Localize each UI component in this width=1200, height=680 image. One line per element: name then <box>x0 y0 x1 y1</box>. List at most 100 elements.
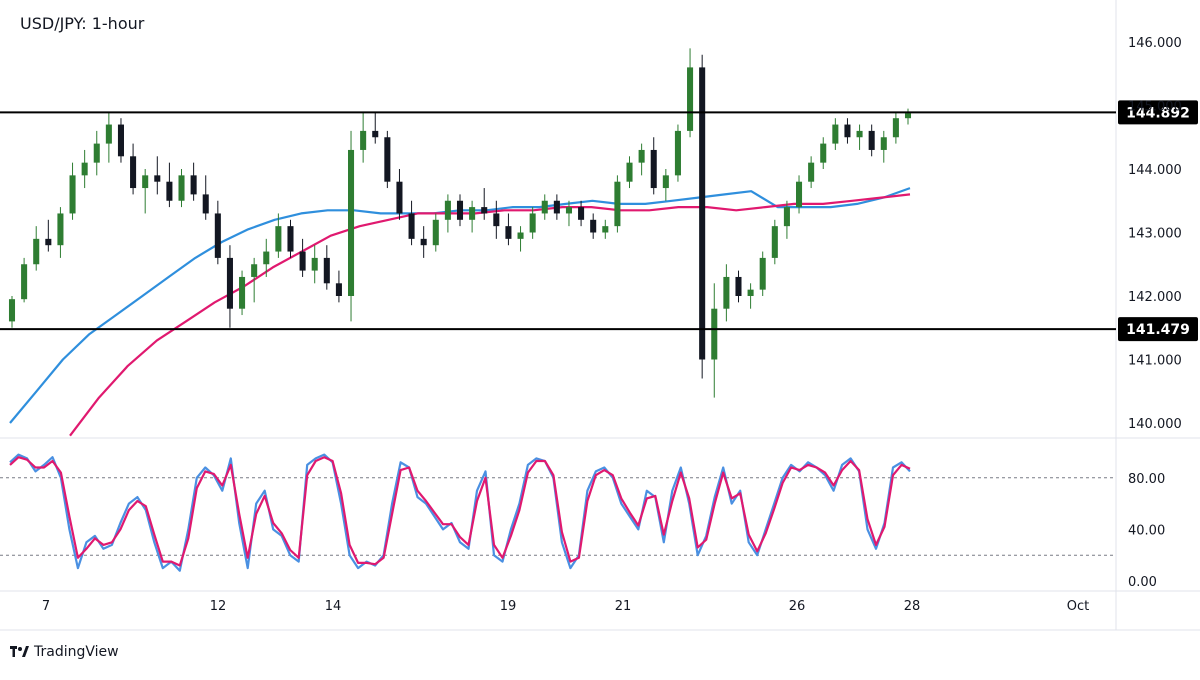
candle-body <box>384 137 391 182</box>
candle-body <box>674 130 681 176</box>
time-tick-label: Oct <box>1067 599 1089 614</box>
candle-body <box>335 283 342 296</box>
time-tick-label: 21 <box>615 599 632 614</box>
candle-body <box>868 130 875 150</box>
candle-body <box>735 276 742 296</box>
price-tick-label: 140.000 <box>1128 417 1182 432</box>
candle-body <box>130 156 137 189</box>
candle-body <box>505 226 512 239</box>
candle-body <box>856 130 863 138</box>
tradingview-logo-icon <box>10 646 29 657</box>
price-tick-label: 146.000 <box>1128 36 1182 51</box>
candle-body <box>142 175 149 189</box>
time-tick-label: 14 <box>325 599 342 614</box>
candle-body <box>239 276 246 309</box>
time-tick-label: 7 <box>42 599 50 614</box>
candle-body <box>348 149 355 296</box>
stoch-tick-label: 0.00 <box>1128 575 1157 590</box>
axes: 146.000 145.000 144.000 143.000 142.000 141.0… <box>42 36 1182 614</box>
candle-body <box>226 257 233 309</box>
candle-body <box>626 162 633 182</box>
candle-body <box>456 200 464 220</box>
candle-body <box>81 162 88 176</box>
candle-body <box>820 143 827 163</box>
candle-body <box>541 200 548 214</box>
candle-body <box>299 251 306 271</box>
candle-body <box>21 264 28 300</box>
price-tick-label: 145.000 <box>1128 100 1182 115</box>
price-tick-label: 142.000 <box>1128 290 1182 305</box>
candle-body <box>444 200 451 220</box>
candle-body <box>166 181 173 201</box>
level-price-label: 141.479 <box>1126 322 1190 338</box>
candles <box>8 48 912 398</box>
candle-body <box>287 226 294 252</box>
stoch-tick-label: 80.00 <box>1128 472 1165 487</box>
candle-body <box>771 226 778 258</box>
level-price-tag <box>1118 317 1198 342</box>
candle-body <box>202 194 209 214</box>
price-levels: 144.892 141.479 <box>0 100 1198 342</box>
time-tick-label: 19 <box>500 599 517 614</box>
candle-body <box>517 232 524 239</box>
candle-body <box>687 67 694 131</box>
time-tick-label: 12 <box>210 599 227 614</box>
candle-body <box>275 226 282 252</box>
candle-body <box>783 207 790 227</box>
candle-body <box>45 238 52 246</box>
candle-body <box>432 219 439 246</box>
candle-body <box>880 137 887 150</box>
candle-body <box>323 257 330 284</box>
ma-slow-line <box>69 193 911 437</box>
candle-body <box>662 175 669 189</box>
candle-body <box>904 113 912 119</box>
candle-body <box>892 118 899 138</box>
candle-body <box>832 124 839 144</box>
candle-body <box>578 207 585 220</box>
candle-body <box>396 181 403 214</box>
stoch-d-line <box>9 456 911 567</box>
candle-body <box>493 213 500 227</box>
candle-body <box>759 257 766 290</box>
candle-body <box>565 207 572 214</box>
stoch-k-line <box>9 453 911 572</box>
candle-body <box>214 213 221 258</box>
candle-body <box>529 213 536 233</box>
level-price-label: 144.892 <box>1126 105 1190 121</box>
level-price-tag <box>1118 100 1198 125</box>
candle-body <box>723 276 730 309</box>
candle-body <box>590 219 597 233</box>
candle-body <box>553 200 560 214</box>
stoch-tick-label: 40.00 <box>1128 523 1165 538</box>
stochastic-oscillator: 80.00 40.00 0.00 <box>0 453 1165 590</box>
candle-body <box>33 238 40 265</box>
candle-body <box>105 124 112 144</box>
chart-title: USD/JPY: 1-hour <box>20 14 145 33</box>
candle-body <box>747 289 754 296</box>
candle-body <box>469 207 476 220</box>
time-tick-label: 26 <box>789 599 806 614</box>
candle-body <box>844 124 851 138</box>
candle-body <box>178 175 185 201</box>
candle-body <box>614 181 621 227</box>
candle-body <box>650 149 657 189</box>
candle-body <box>8 299 16 322</box>
candle-body <box>117 124 124 157</box>
candle-body <box>638 149 645 163</box>
candle-body <box>372 130 379 138</box>
brand-name: TradingView <box>34 644 119 660</box>
candle-body <box>481 207 488 214</box>
candle-body <box>360 130 367 150</box>
candle-body <box>602 226 609 233</box>
tradingview-brand[interactable]: TradingView <box>10 644 119 660</box>
price-tick-label: 144.000 <box>1128 163 1182 178</box>
price-tick-label: 143.000 <box>1128 227 1182 242</box>
candle-body <box>796 181 803 208</box>
candle-body <box>93 143 100 163</box>
candle-body <box>251 264 258 277</box>
candle-body <box>420 238 427 246</box>
candle-body <box>311 257 318 271</box>
candle-body <box>57 213 64 246</box>
candle-body <box>699 67 706 360</box>
